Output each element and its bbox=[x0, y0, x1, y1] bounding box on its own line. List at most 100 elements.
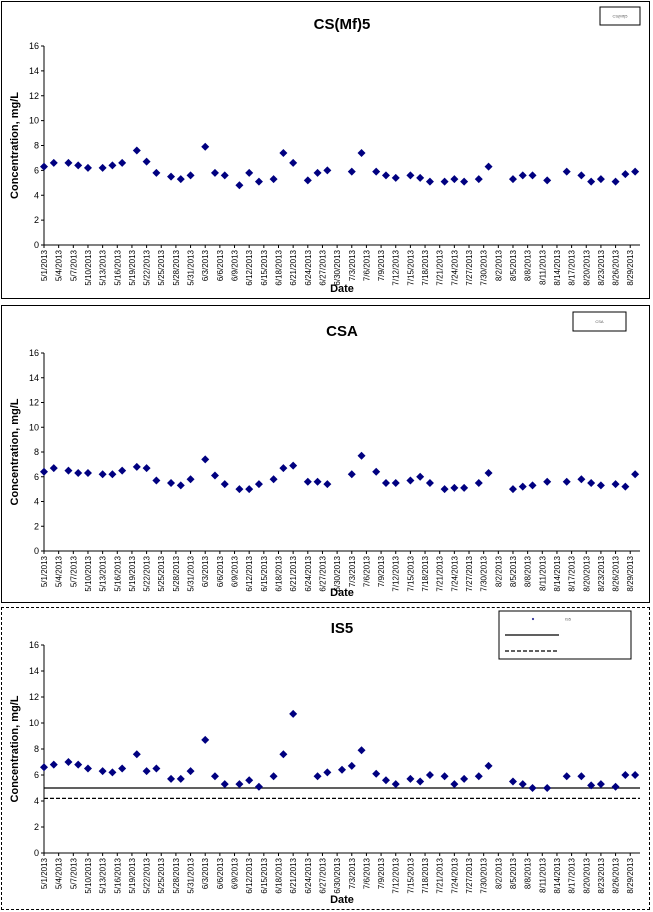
x-tick-label: 8/17/2013 bbox=[568, 555, 577, 591]
data-point bbox=[440, 485, 449, 494]
data-point bbox=[98, 470, 107, 479]
x-tick-label: 7/9/2013 bbox=[377, 857, 386, 889]
y-tick-label: 14 bbox=[29, 373, 39, 383]
y-tick-label: 4 bbox=[34, 190, 39, 200]
y-tick-label: 16 bbox=[29, 41, 39, 51]
data-point bbox=[425, 177, 434, 186]
x-tick-label: 6/12/2013 bbox=[245, 555, 254, 591]
data-point bbox=[372, 167, 381, 176]
y-tick-label: 0 bbox=[34, 240, 39, 250]
y-tick-label: 6 bbox=[34, 165, 39, 175]
data-point bbox=[186, 767, 195, 776]
data-point bbox=[210, 772, 219, 781]
data-point bbox=[474, 772, 483, 781]
x-tick-label: 5/22/2013 bbox=[143, 555, 152, 591]
data-point bbox=[269, 175, 278, 184]
chart-panel-csa: CSA 0 2 4 6 8 10 12 14 16 5/1/2013 5/4/2013 5/7/2013… bbox=[1, 305, 650, 603]
x-tick-label: 7/12/2013 bbox=[392, 857, 401, 893]
data-point bbox=[543, 477, 552, 486]
x-tick-label: 8/26/2013 bbox=[612, 857, 621, 893]
data-point bbox=[381, 171, 390, 180]
data-point bbox=[176, 175, 185, 184]
data-point bbox=[381, 776, 390, 785]
data-point bbox=[416, 472, 425, 481]
data-point bbox=[391, 173, 400, 182]
data-point bbox=[460, 177, 469, 186]
data-point bbox=[425, 771, 434, 779]
y-tick-label: 6 bbox=[34, 472, 39, 482]
y-axis-label: Concentration, mg/L bbox=[9, 92, 21, 199]
data-point bbox=[577, 171, 586, 180]
data-point bbox=[245, 168, 254, 177]
data-point bbox=[338, 765, 346, 774]
y-tick-label: 2 bbox=[34, 215, 39, 225]
x-tick-label: 6/9/2013 bbox=[231, 249, 240, 281]
y-tick-label: 12 bbox=[29, 692, 39, 702]
x-tick-label: 5/25/2013 bbox=[157, 555, 166, 591]
x-tick-label: 5/4/2013 bbox=[55, 857, 64, 889]
x-tick-label: 8/5/2013 bbox=[509, 555, 518, 587]
legend-marker bbox=[531, 617, 535, 621]
x-tick-label: 5/19/2013 bbox=[128, 857, 137, 893]
x-tick-label: 7/24/2013 bbox=[450, 249, 459, 285]
data-point bbox=[152, 168, 161, 177]
data-point bbox=[98, 767, 107, 776]
x-tick-label: 8/17/2013 bbox=[568, 857, 577, 893]
x-tick-label: 6/15/2013 bbox=[260, 249, 269, 285]
x-tick-label: 7/30/2013 bbox=[480, 857, 489, 893]
data-point bbox=[167, 478, 176, 487]
x-tick-label: 6/12/2013 bbox=[245, 249, 254, 285]
data-point bbox=[254, 782, 263, 791]
x-tick-label: 5/1/2013 bbox=[40, 857, 49, 889]
y-axis-label: Concentration, mg/L bbox=[9, 398, 21, 505]
x-tick-label: 5/7/2013 bbox=[69, 555, 78, 587]
x-tick-label: 6/18/2013 bbox=[274, 555, 283, 591]
data-point bbox=[132, 146, 141, 155]
data-point bbox=[381, 478, 390, 487]
x-tick-label: 7/18/2013 bbox=[421, 249, 430, 285]
data-point bbox=[357, 451, 366, 460]
x-tick-label: 6/15/2013 bbox=[260, 555, 269, 591]
x-tick-label: 6/21/2013 bbox=[289, 249, 298, 285]
data-point bbox=[303, 477, 312, 486]
data-point bbox=[587, 177, 596, 186]
data-point bbox=[543, 784, 552, 792]
data-point bbox=[74, 469, 83, 478]
chart-svg: IS5 0 2 4 6 8 10 12 14 16 5/1/2013 5/4/2013 5/7/2013… bbox=[9, 610, 640, 906]
x-tick-label: 7/27/2013 bbox=[465, 249, 474, 285]
data-point bbox=[611, 177, 620, 186]
x-axis-label: Date bbox=[330, 894, 354, 906]
x-tick-label: 5/16/2013 bbox=[113, 857, 122, 893]
y-tick-label: 4 bbox=[34, 497, 39, 507]
data-point bbox=[372, 769, 381, 778]
data-point bbox=[631, 470, 640, 479]
y-tick-label: 8 bbox=[34, 744, 39, 754]
y-tick-label: 8 bbox=[34, 447, 39, 457]
data-point bbox=[176, 481, 185, 490]
x-tick-label: 8/23/2013 bbox=[597, 555, 606, 591]
y-tick-label: 14 bbox=[29, 66, 39, 76]
x-tick-label: 5/7/2013 bbox=[69, 249, 78, 281]
chart-title: CS(Mf)5 bbox=[314, 16, 371, 33]
x-tick-label: 7/3/2013 bbox=[348, 857, 357, 889]
data-point bbox=[528, 171, 537, 180]
x-tick-label: 5/10/2013 bbox=[84, 249, 93, 285]
data-point bbox=[577, 772, 586, 781]
y-tick-label: 4 bbox=[34, 796, 39, 806]
data-point bbox=[474, 478, 483, 487]
data-point bbox=[621, 482, 630, 491]
data-point bbox=[587, 781, 596, 790]
data-point bbox=[562, 477, 571, 486]
x-tick-label: 7/18/2013 bbox=[421, 555, 430, 591]
data-point bbox=[245, 776, 254, 785]
x-tick-label: 6/30/2013 bbox=[333, 857, 342, 893]
data-point bbox=[313, 477, 322, 486]
data-point bbox=[210, 471, 219, 480]
data-point bbox=[108, 470, 117, 479]
legend-box bbox=[572, 311, 627, 332]
data-point bbox=[108, 161, 117, 170]
y-tick-label: 2 bbox=[34, 521, 39, 531]
data-point bbox=[518, 482, 527, 491]
x-tick-label: 8/20/2013 bbox=[582, 249, 591, 285]
data-point bbox=[186, 475, 195, 484]
